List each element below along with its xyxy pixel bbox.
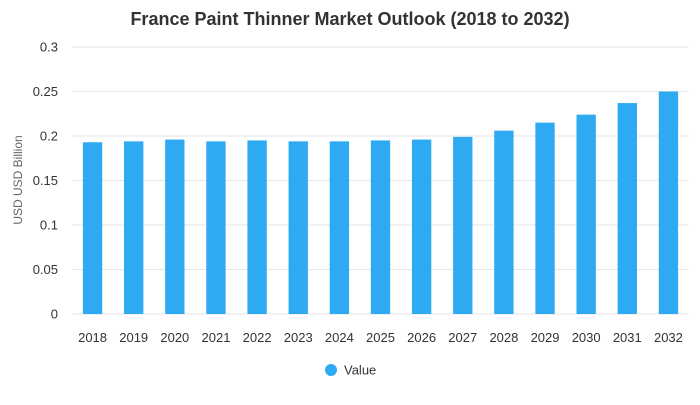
bars-group — [82, 91, 679, 315]
x-tick-label: 2024 — [325, 330, 354, 345]
bar-2029[interactable] — [535, 122, 555, 315]
legend-label-value: Value — [344, 363, 376, 378]
y-tick-label: 0.25 — [33, 84, 58, 99]
x-tick-label: 2027 — [448, 330, 477, 345]
y-axis-ticks: 0 0.05 0.1 0.15 0.2 0.25 0.3 — [33, 40, 58, 322]
bar-2023[interactable] — [288, 141, 308, 314]
bar-2026[interactable] — [411, 139, 432, 314]
bar-2025[interactable] — [370, 140, 391, 314]
bar-2022[interactable] — [247, 140, 267, 314]
x-tick-label: 2022 — [243, 330, 272, 345]
x-tick-label: 2031 — [613, 330, 642, 345]
y-tick-label: 0.15 — [33, 173, 58, 188]
y-tick-label: 0 — [51, 307, 58, 322]
x-tick-label: 2028 — [489, 330, 518, 345]
bar-2030[interactable] — [576, 114, 596, 314]
x-tick-label: 2029 — [531, 330, 560, 345]
legend[interactable]: Value — [325, 363, 376, 378]
y-tick-label: 0.3 — [40, 40, 58, 55]
x-tick-label: 2023 — [284, 330, 313, 345]
x-tick-label: 2030 — [572, 330, 601, 345]
y-tick-label: 0.05 — [33, 262, 58, 277]
bar-2020[interactable] — [165, 139, 185, 314]
bar-2021[interactable] — [206, 141, 226, 314]
legend-marker-icon — [325, 364, 337, 376]
x-tick-label: 2026 — [407, 330, 436, 345]
y-tick-label: 0.1 — [40, 218, 58, 233]
x-axis-ticks: 2018 2019 2020 2021 2022 2023 2024 2025 2026 2027… — [78, 330, 683, 345]
bar-2031[interactable] — [617, 103, 637, 314]
bar-2027[interactable] — [453, 136, 473, 314]
x-tick-label: 2032 — [654, 330, 683, 345]
y-tick-label: 0.2 — [40, 129, 58, 144]
x-tick-label: 2021 — [202, 330, 231, 345]
y-axis-label: USD USD Billion — [11, 135, 25, 224]
bar-2019[interactable] — [124, 141, 144, 314]
bar-2028[interactable] — [494, 130, 514, 314]
bar-2024[interactable] — [329, 141, 350, 314]
x-tick-label: 2019 — [119, 330, 148, 345]
bar-2018[interactable] — [82, 142, 103, 314]
x-tick-label: 2018 — [78, 330, 107, 345]
bar-2032[interactable] — [658, 91, 679, 315]
chart-title: France Paint Thinner Market Outlook (201… — [130, 9, 569, 29]
x-tick-label: 2025 — [366, 330, 395, 345]
x-tick-label: 2020 — [160, 330, 189, 345]
